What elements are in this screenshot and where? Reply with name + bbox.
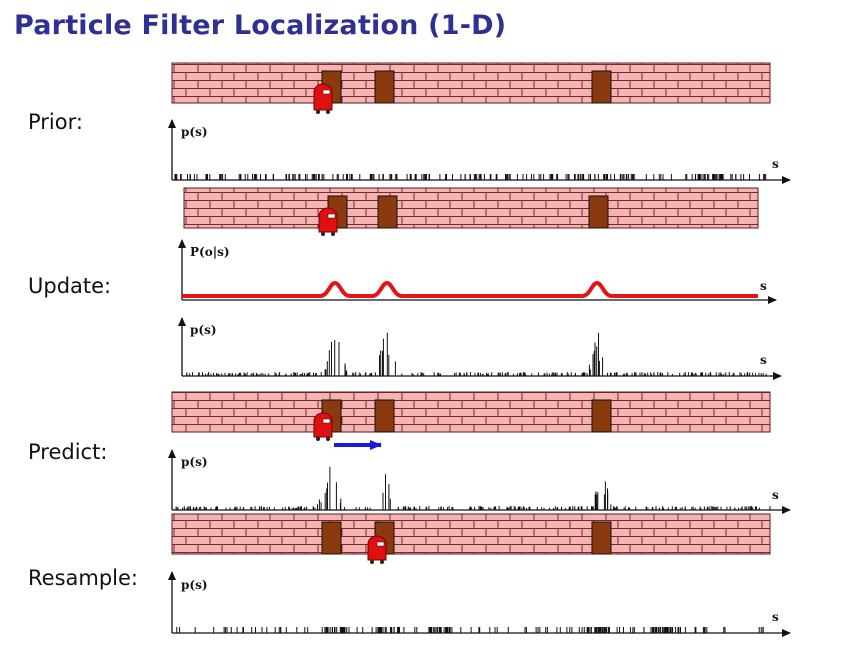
particles-prior <box>174 174 767 180</box>
page-title: Particle Filter Localization (1-D) <box>14 10 507 41</box>
step-label-predict: Predict: <box>28 440 108 464</box>
prior-y-axis-label: p(s) <box>181 125 208 139</box>
hallway-wall-predict <box>171 391 771 433</box>
update-obs-y-axis-label: P(o|s) <box>190 245 230 259</box>
update-obs-x-axis-label: s <box>760 279 767 293</box>
particles-predict <box>175 466 771 510</box>
hallway-wall-update <box>183 187 759 229</box>
particles-update <box>186 332 767 376</box>
observation-likelihood-curve <box>182 281 758 298</box>
update-x-axis-label: s <box>760 353 767 367</box>
step-label-prior: Prior: <box>28 110 83 134</box>
step-label-resample: Resample: <box>28 566 138 590</box>
step-label-update: Update: <box>28 274 112 298</box>
predict-y-axis-label: p(s) <box>181 455 208 469</box>
robot-icon <box>313 83 387 564</box>
predict-x-axis-label: s <box>772 488 779 502</box>
prior-x-axis-label: s <box>772 157 779 171</box>
update-y-axis-label: p(s) <box>190 323 217 337</box>
resample-y-axis-label: p(s) <box>181 578 208 592</box>
resample-x-axis-label: s <box>772 610 779 624</box>
hallway-wall-resample <box>171 513 771 555</box>
hallway-wall-prior <box>171 62 771 104</box>
particles-resample <box>176 627 764 633</box>
door-icon <box>321 70 612 555</box>
